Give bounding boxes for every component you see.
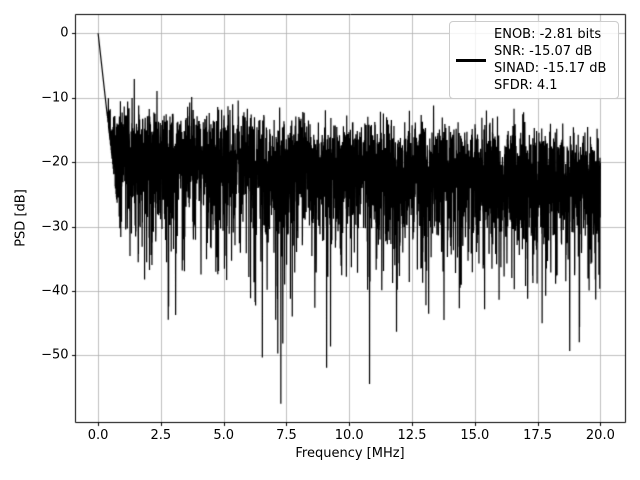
x-tick-label-17.5: 17.5 [523,427,553,443]
legend-entry-sfdr: SFDR: 4.1 [494,78,558,93]
x-tick-label-15.0: 15.0 [460,427,490,443]
x-tick-label-5.0: 5.0 [213,427,235,443]
y-axis-label: PSD [dB] [13,189,29,247]
x-tick-label-12.5: 12.5 [397,427,427,443]
y-tick-label-−30: −30 [41,219,69,235]
x-tick-label-10.0: 10.0 [334,427,364,443]
y-tick-label-−10: −10 [41,90,69,106]
legend-line-swatch [456,58,486,62]
legend: ENOB: -2.81 bits SNR: -15.07 dB SINAD: -… [449,21,619,99]
legend-swatch-column [454,58,488,62]
y-tick-label-−40: −40 [41,283,69,299]
legend-entry-enob: ENOB: -2.81 bits [494,27,602,42]
x-axis-label: Frequency [MHz] [295,446,405,461]
legend-text-column: ENOB: -2.81 bits SNR: -15.07 dB SINAD: -… [488,26,614,94]
y-tick-label-−50: −50 [41,347,69,363]
y-tick-label-−20: −20 [41,154,69,170]
x-tick-label-2.5: 2.5 [150,427,172,443]
x-tick-label-7.5: 7.5 [276,427,297,443]
legend-entry-snr: SNR: -15.07 dB [494,44,593,59]
legend-entry-sinad: SINAD: -15.17 dB [494,61,607,76]
x-tick-label-20.0: 20.0 [585,427,615,443]
x-tick-label-0.0: 0.0 [87,427,109,443]
y-tick-label-0: 0 [60,25,69,41]
